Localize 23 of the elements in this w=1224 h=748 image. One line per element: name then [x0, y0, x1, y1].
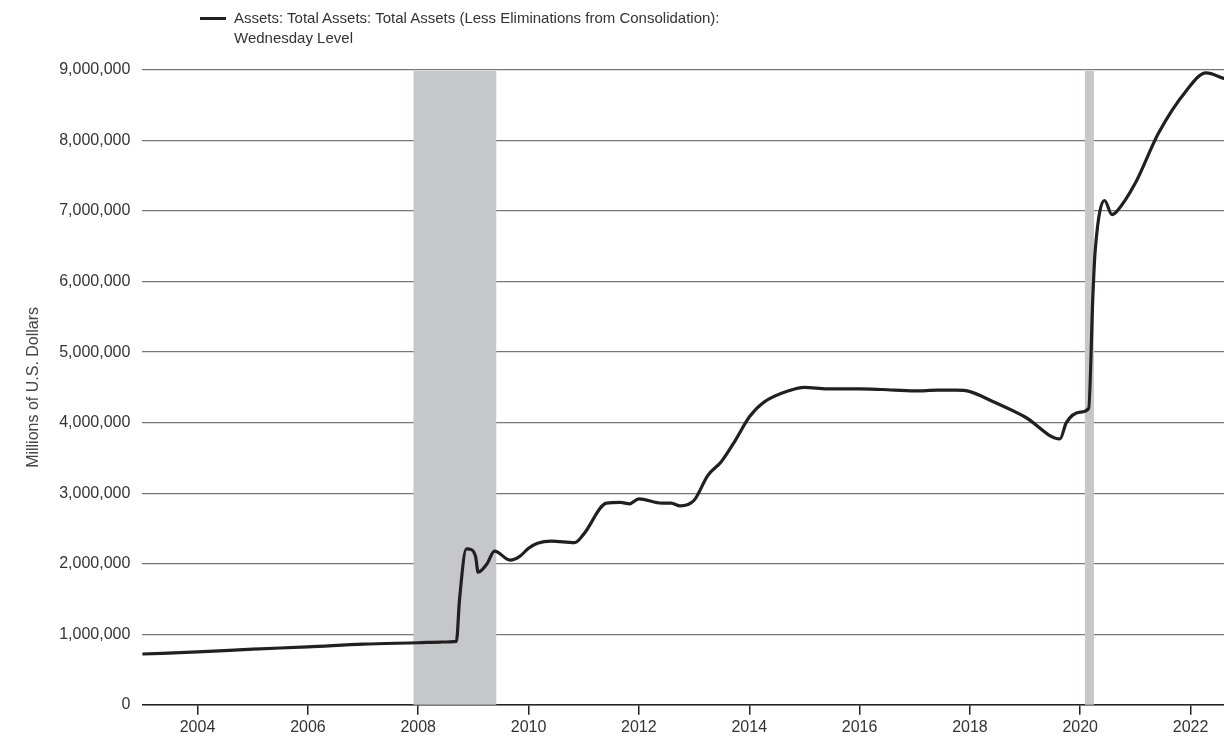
y-tick-label: 3,000,000 [59, 483, 131, 501]
x-tick-label: 2020 [1062, 717, 1099, 735]
x-tick-label: 2014 [731, 717, 768, 735]
x-tick-label: 2010 [510, 717, 547, 735]
y-tick-label: 7,000,000 [59, 201, 131, 219]
y-tick-label: 2,000,000 [59, 554, 131, 572]
y-tick-label: 1,000,000 [59, 624, 131, 642]
y-tick-label: 0 [121, 695, 131, 713]
y-tick-label: 4,000,000 [59, 413, 131, 431]
y-tick-label: 6,000,000 [59, 272, 131, 290]
y-tick-label: 5,000,000 [59, 342, 131, 360]
x-tick-label: 2008 [400, 717, 437, 735]
x-tick-label: 2004 [179, 717, 216, 735]
x-tick-label: 2022 [1172, 717, 1209, 735]
y-axis-title: Millions of U.S. Dollars [24, 306, 42, 468]
x-tick-label: 2006 [290, 717, 326, 735]
y-tick-label: 8,000,000 [59, 130, 131, 148]
legend-label: Assets: Total Assets: Total Assets (Less Eliminations from Consolidation): Wednesday Level [234, 8, 721, 48]
x-tick-label: 2012 [621, 717, 657, 735]
x-tick-label: 2016 [841, 717, 878, 735]
x-tick-label: 2018 [952, 717, 988, 735]
y-tick-label: 9,000,000 [59, 60, 131, 78]
line-series [142, 71, 1224, 656]
